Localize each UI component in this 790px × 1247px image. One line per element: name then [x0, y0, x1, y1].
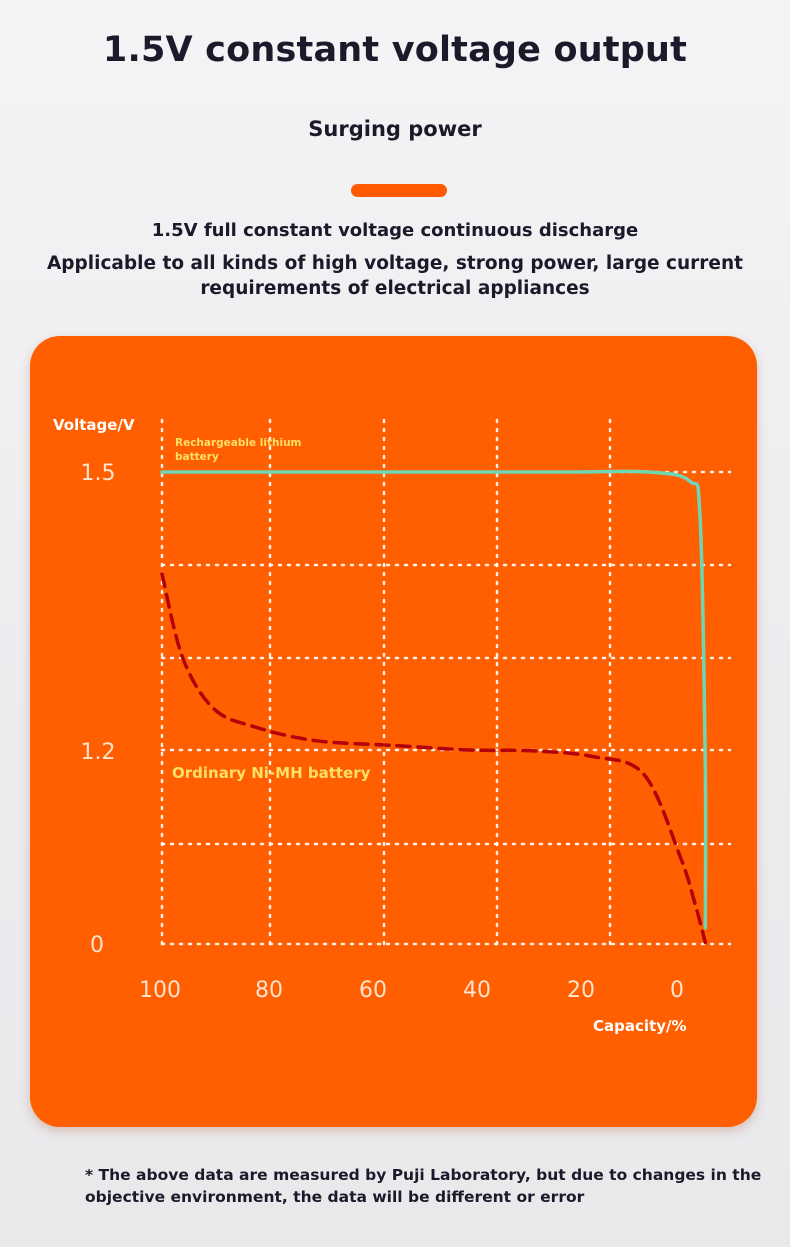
- x-tick-label: 100: [139, 978, 181, 1003]
- y-axis-ticks: 1.5 1.2 0: [81, 461, 116, 958]
- chart-card: [30, 336, 757, 1127]
- series-label-lithium: Rechargeable lithium battery: [175, 437, 302, 463]
- series-line-lithium: [160, 469, 708, 930]
- footnote: * The above data are measured by Puji La…: [85, 1166, 762, 1206]
- series-line-nimh: [160, 572, 708, 945]
- y-tick-label: 0: [90, 933, 104, 958]
- x-tick-label: 20: [567, 978, 595, 1003]
- description-line-2: Applicable to all kinds of high voltage,…: [46, 253, 743, 299]
- x-axis-ticks: 100 80 60 40 20 0: [139, 978, 684, 1003]
- chart-grid: [160, 418, 732, 946]
- y-tick-label: 1.5: [81, 461, 116, 486]
- x-tick-label: 40: [463, 978, 491, 1003]
- page-subtitle: Surging power: [308, 117, 482, 141]
- y-tick-label: 1.2: [81, 740, 116, 765]
- accent-divider: [351, 184, 447, 197]
- x-tick-label: 60: [359, 978, 387, 1003]
- x-axis-label: Capacity/%: [593, 1017, 686, 1035]
- series-labels: Rechargeable lithium battery Ordinary Ni-M…: [172, 437, 371, 782]
- chart-series: [160, 469, 708, 945]
- x-tick-label: 0: [670, 978, 684, 1003]
- series-label-nimh: Ordinary Ni-MH battery: [172, 764, 371, 782]
- x-tick-label: 80: [255, 978, 283, 1003]
- y-axis-label: Voltage/V: [53, 416, 135, 434]
- page-title: 1.5V constant voltage output: [102, 30, 688, 70]
- description-line-1: 1.5V full constant voltage continuous di…: [151, 220, 639, 241]
